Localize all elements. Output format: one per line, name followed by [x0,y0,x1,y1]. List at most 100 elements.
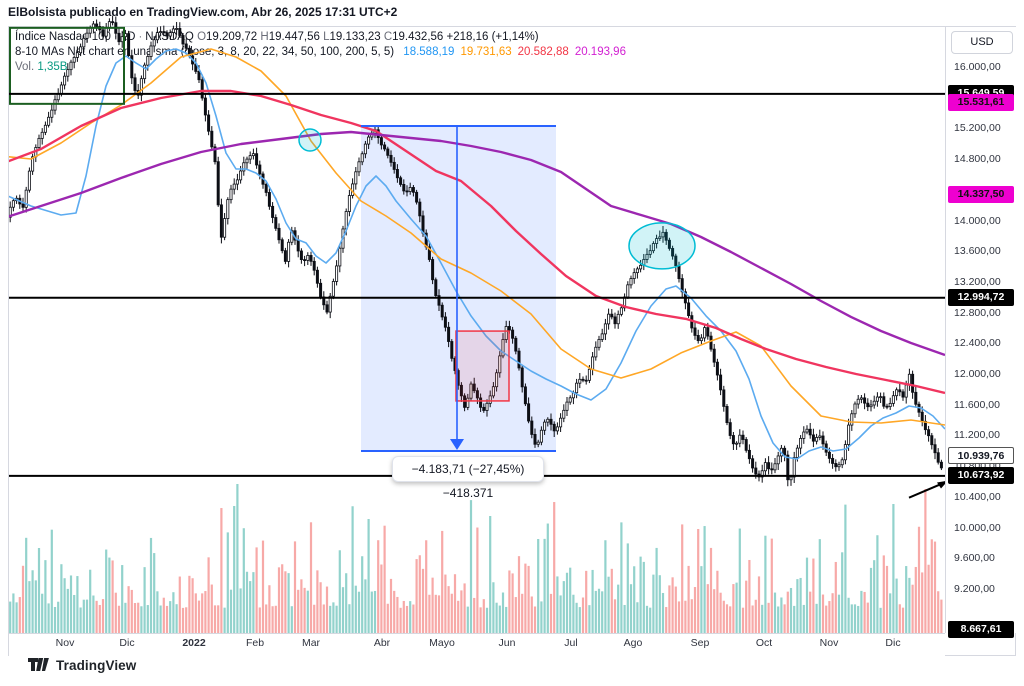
legend-volume-row[interactable]: Vol. 1,35B [15,60,626,75]
volume-bar [924,489,927,634]
candle-body [232,183,236,190]
price-tick-label: 10.400,00 [954,490,1001,503]
price-axis[interactable]: USD 16.000,0015.200,0014.800,0014.400,00… [945,27,1017,639]
volume-bar [485,607,489,634]
volume-bar [933,541,937,634]
candle-body [811,434,815,442]
volume-bar [754,599,757,634]
volume-bar [661,592,665,634]
candle-body [447,326,451,342]
candle-body [898,389,902,393]
volume-bar [767,602,770,634]
volume-bar [709,547,713,634]
candle-body [50,109,54,118]
candle-body [575,382,579,394]
candle-body [664,231,668,241]
candle-body [363,143,367,155]
volume-bar [265,604,268,634]
candle-body [677,265,681,280]
candle-body [43,124,47,133]
volume-bar [101,599,105,634]
volume-bar [31,570,34,634]
red-consolidation-box[interactable] [455,330,510,402]
volume-bar [287,573,290,634]
candle-body [767,462,771,470]
publish-line: ElBolsista publicado en TradingView.com,… [8,5,398,19]
candle-body [79,46,83,54]
volume-bar [354,585,357,634]
time-axis[interactable]: Nov Dic 2022 Feb Mar Abr Mayo Jun Jul Ago Sep Oct No… [9,633,945,656]
price-chart-canvas[interactable] [9,9,945,634]
volume-bar [713,589,716,634]
volume-bar [773,592,777,634]
volume-bar [223,607,226,634]
candle-body [328,295,332,313]
volume-bar [242,528,245,634]
volume-bar [181,607,185,634]
volume-bar [626,543,629,634]
volume-bar [581,597,585,634]
candle-body [709,335,713,350]
candle-body [155,32,159,41]
candle-body [514,337,518,352]
volume-bar [57,601,60,634]
volume-bar [178,576,181,634]
candle-body [559,417,563,428]
indicator-name[interactable]: 8-10 MAs Net chart en una sma [15,46,178,58]
volume-bar [914,566,917,634]
candle-body [584,379,588,382]
candle-body [703,327,707,339]
candle-body [863,397,867,404]
tradingview-attribution[interactable]: TradingView [28,658,136,673]
candle-body [635,268,639,274]
volume-bar [425,540,428,634]
volume-bar [786,591,789,634]
volume-bar [514,597,517,634]
volume-bar [34,580,37,634]
candle-body [213,146,217,163]
volume-bar [197,600,201,634]
volume-bar [9,601,12,634]
volume-bar [815,603,818,634]
candle-body [267,192,271,207]
candle-body [239,170,243,181]
candle-body [831,457,835,464]
candle-body [418,201,422,217]
candle-body [149,45,153,57]
slowest-ma-line [9,130,945,357]
candle-body [747,449,751,460]
candle-body [405,190,409,193]
volume-bar [332,602,335,634]
cyan-ellipse-august-peak[interactable] [628,222,696,270]
volume-bar [60,564,63,634]
green-highlight-box[interactable] [9,26,125,105]
cyan-circle-ma-cross[interactable] [298,128,322,152]
time-tick-label: 2022 [182,637,206,649]
volume-bar [428,594,431,634]
candle-body [799,438,803,449]
candle-body [895,389,899,397]
volume-bar [201,593,204,634]
candle-body [344,211,348,230]
volume-bar [722,600,725,634]
time-tick-label: Mayo [429,637,455,649]
candle-body [210,130,214,148]
volume-bar [629,584,633,634]
volume-bar [50,529,53,634]
price-tick-label: 9.200,00 [954,583,995,595]
candle-body [735,442,739,445]
volume-bar [687,565,690,634]
candle-body [408,187,412,192]
legend-indicator-row[interactable]: 8-10 MAs Net chart en una sma (close, 3,… [15,45,626,60]
candle-body [178,28,182,36]
price-badge: 14.337,50 [948,186,1014,204]
volume-bar [47,603,50,634]
volume-bar [783,604,786,634]
currency-button[interactable]: USD [951,31,1013,54]
volume-bar [690,599,693,634]
volume-bar [677,601,681,634]
volume-bar [905,566,908,634]
volume-bar [156,591,159,634]
change-value: +218,16 (+1,14%) [446,31,539,43]
candle-body [539,429,543,443]
